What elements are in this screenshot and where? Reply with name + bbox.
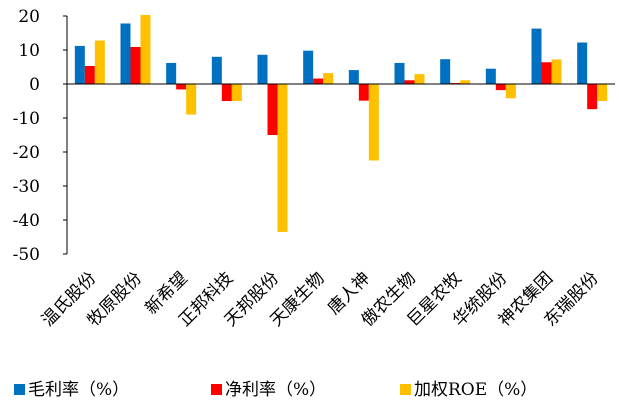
bar (495, 84, 506, 91)
bar (541, 62, 552, 84)
bar (348, 70, 359, 84)
legend-swatch (400, 384, 411, 395)
bar (440, 59, 451, 84)
bar (404, 80, 415, 84)
bar (531, 28, 542, 84)
bar (303, 50, 314, 84)
bar (166, 62, 177, 84)
bar (94, 40, 105, 84)
bar (358, 84, 369, 101)
bar (277, 84, 288, 232)
bar (368, 84, 379, 161)
legend-swatch (14, 384, 25, 395)
y-tick-label: 20 (18, 7, 40, 27)
bar (74, 45, 85, 84)
bar (450, 82, 461, 84)
bar (414, 74, 425, 84)
y-tick-label: 10 (18, 41, 40, 61)
bar (140, 14, 151, 85)
bar (323, 73, 334, 84)
bar (313, 78, 324, 84)
y-tick-label: -30 (13, 177, 40, 197)
bar (587, 84, 598, 110)
bar (460, 80, 471, 84)
legend-label: 净利率（%） (225, 380, 326, 400)
legend-label: 毛利率（%） (28, 380, 129, 400)
y-tick-label: -20 (13, 143, 40, 163)
legend-swatch (211, 384, 222, 395)
bar (176, 84, 187, 90)
bar (221, 84, 232, 101)
bar (130, 46, 141, 84)
y-tick-label: -50 (13, 245, 40, 265)
legend-label: 加权ROE（%） (414, 380, 537, 400)
bar (485, 68, 496, 84)
bar (84, 65, 95, 84)
bar (597, 84, 608, 101)
bar (257, 54, 268, 84)
y-tick-label: 0 (29, 75, 40, 95)
bar (267, 84, 278, 135)
bar (186, 84, 197, 115)
y-tick-label: -40 (13, 211, 40, 231)
bar (231, 84, 242, 101)
bar (505, 84, 516, 99)
bar (394, 62, 405, 84)
bar (120, 23, 131, 84)
bar (577, 42, 588, 84)
bar (551, 59, 562, 84)
y-tick-label: -10 (13, 109, 40, 129)
bar (211, 56, 222, 84)
